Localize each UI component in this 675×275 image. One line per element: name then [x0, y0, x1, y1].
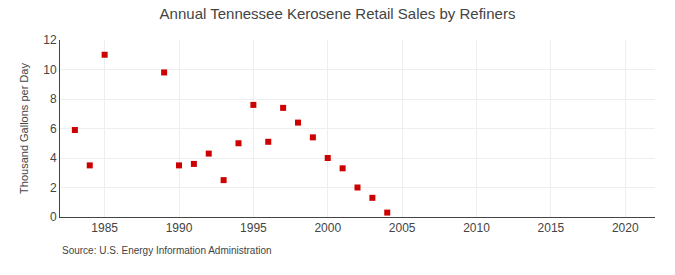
svg-text:1995: 1995: [240, 221, 267, 235]
svg-text:4: 4: [50, 151, 57, 165]
svg-text:2015: 2015: [538, 221, 565, 235]
svg-text:6: 6: [50, 122, 57, 136]
svg-text:8: 8: [50, 92, 57, 106]
svg-text:10: 10: [43, 63, 57, 77]
svg-text:Source: U.S. Energy Informatio: Source: U.S. Energy Information Administ…: [62, 245, 272, 256]
svg-text:2020: 2020: [612, 221, 639, 235]
svg-text:2005: 2005: [389, 221, 416, 235]
svg-text:0: 0: [50, 210, 57, 224]
svg-text:2: 2: [50, 181, 57, 195]
svg-text:2000: 2000: [314, 221, 341, 235]
svg-text:1985: 1985: [91, 221, 118, 235]
svg-text:12: 12: [43, 33, 57, 47]
svg-text:2010: 2010: [463, 221, 490, 235]
svg-text:1990: 1990: [166, 221, 193, 235]
svg-text:Annual Tennessee Kerosene Reta: Annual Tennessee Kerosene Retail Sales b…: [160, 5, 516, 22]
svg-text:Thousand Gallons per Day: Thousand Gallons per Day: [18, 63, 30, 194]
